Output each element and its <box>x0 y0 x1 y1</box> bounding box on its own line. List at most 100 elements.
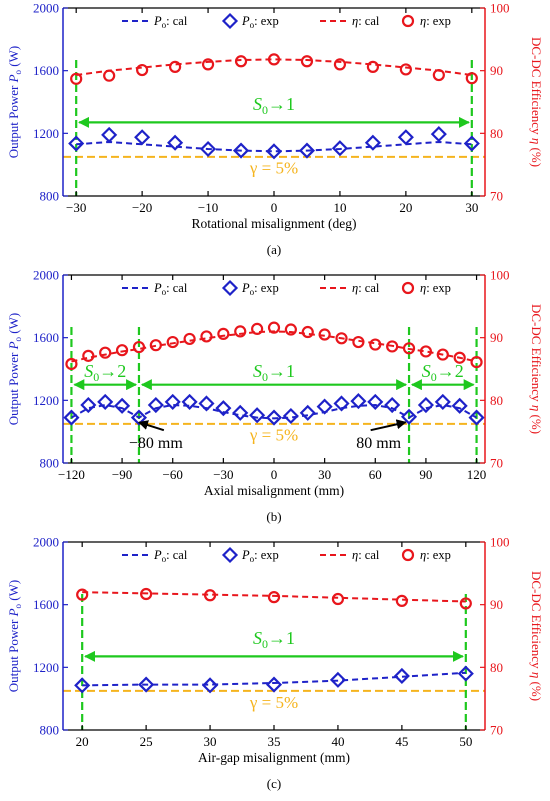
x-tick-label: 50 <box>459 734 472 749</box>
legend-label-p-cal: Po: cal <box>153 548 188 564</box>
y-left-tick-label: 800 <box>40 189 60 204</box>
x-tick-label: −120 <box>58 467 85 482</box>
x-tick-label: 25 <box>140 734 153 749</box>
y-left-tick-label: 1600 <box>33 63 59 78</box>
series-line-efficiency-cal <box>76 58 472 77</box>
y-left-label: Output Power Po (W) <box>6 46 23 158</box>
efficiency-exp-point <box>200 330 213 343</box>
efficiency-exp-point <box>183 332 196 346</box>
x-tick-label: 35 <box>268 734 281 749</box>
x-tick-label: 45 <box>395 734 408 749</box>
power-exp-point <box>417 396 434 414</box>
series-line-power-cal <box>82 671 466 687</box>
efficiency-exp-point <box>103 69 116 82</box>
x-tick-label: 30 <box>318 467 331 482</box>
efficiency-exp-point <box>201 58 215 71</box>
efficiency-exp-point <box>366 60 380 74</box>
power-exp-point <box>74 677 91 694</box>
annotation-label: −80 mm <box>129 435 183 452</box>
power-exp-point <box>232 404 249 421</box>
x-tick-label: 90 <box>419 467 432 482</box>
threshold-label: γ = 5% <box>249 158 298 177</box>
plot-area: γ = 5% S0→1 <box>63 53 485 196</box>
y-left-tick-label: 800 <box>40 723 60 738</box>
annotation-label: 80 mm <box>356 435 401 452</box>
efficiency-exp-point <box>395 594 408 608</box>
legend-label-p-cal: Po: cal <box>153 281 188 297</box>
efficiency-exp-point <box>465 72 478 85</box>
series-line-efficiency-cal <box>82 591 466 603</box>
efficiency-exp-point <box>301 325 314 339</box>
y-right-tick-label: 90 <box>490 63 503 78</box>
efficiency-exp-point <box>318 328 331 341</box>
efficiency-exp-point <box>267 591 281 604</box>
legend-label-e-cal: η: cal <box>352 548 380 562</box>
x-axis-label: Axial misalignment (mm) <box>204 483 344 498</box>
y-left-tick-label: 1200 <box>33 393 59 408</box>
x-tick-label: −20 <box>132 200 152 215</box>
power-exp-point <box>134 129 151 146</box>
power-exp-point <box>200 140 217 158</box>
power-exp-point <box>400 408 418 425</box>
y-left-label: Output Power Po (W) <box>6 313 23 425</box>
efficiency-exp-point <box>136 63 149 77</box>
x-axis-label: Rotational misalignment (deg) <box>192 216 357 231</box>
x-tick-label: 30 <box>465 200 478 215</box>
power-exp-point <box>101 126 118 143</box>
y-right-label: DC-DC Efficiency η (%) <box>529 571 544 701</box>
power-exp-point <box>457 665 474 682</box>
efficiency-exp-point <box>76 588 89 601</box>
chart-axial-misalignment: γ = 5% S0→2 S0→1 S0→2 −80 mm 80 mm −120 −90 −60 −… <box>6 268 544 525</box>
legend-label-e-exp: η: exp <box>420 14 451 28</box>
efficiency-exp-point <box>132 340 146 354</box>
x-tick-label: 0 <box>271 200 278 215</box>
efficiency-exp-point <box>386 340 399 353</box>
legend-diamond-sample <box>221 279 239 297</box>
legend: Po: cal Po: exp η: cal η: exp <box>122 12 451 30</box>
efficiency-exp-point <box>459 597 472 610</box>
threshold-label: γ = 5% <box>249 693 298 712</box>
chart-rotational-misalignment: γ = 5% S0→1 −30 −20 −10 0 10 20 30 800 1200 1600 200… <box>6 1 544 258</box>
efficiency-exp-point <box>82 349 95 362</box>
power-exp-point <box>265 143 283 160</box>
efficiency-exp-point <box>300 55 314 68</box>
legend-label-e-exp: η: exp <box>420 281 451 295</box>
efficiency-exp-point <box>166 335 179 349</box>
power-exp-point <box>463 135 480 152</box>
legend-diamond-sample <box>221 12 239 30</box>
efficiency-exp-point <box>419 345 433 358</box>
y-right-tick-label: 70 <box>490 723 503 738</box>
efficiency-exp-point <box>251 322 264 335</box>
power-exp-point <box>97 393 114 410</box>
efficiency-exp-point <box>149 339 162 352</box>
chart-caption: (c) <box>267 776 281 791</box>
power-exp-point <box>451 397 468 414</box>
y-right-tick-label: 80 <box>490 126 503 141</box>
power-exp-point <box>68 135 85 152</box>
y-right-tick-label: 100 <box>490 535 510 550</box>
y-left-label: Output Power Po (W) <box>6 580 23 692</box>
efficiency-exp-point <box>65 357 78 371</box>
efficiency-exp-point <box>140 587 153 601</box>
legend-circle-sample <box>401 548 415 562</box>
x-tick-label: 60 <box>369 467 382 482</box>
chart-caption: (b) <box>266 509 281 524</box>
efficiency-exp-point <box>331 592 345 606</box>
y-left-tick-label: 1200 <box>33 660 59 675</box>
power-exp-point <box>367 393 384 410</box>
y-right-label: DC-DC Efficiency η (%) <box>529 37 544 167</box>
power-exp-point <box>333 395 350 412</box>
efficiency-exp-point <box>217 327 230 341</box>
legend-label-p-exp: Po: exp <box>241 281 279 297</box>
efficiency-exp-point <box>470 356 483 369</box>
region-label: S0→1 <box>253 361 295 384</box>
power-exp-point <box>434 393 451 410</box>
power-exp-point <box>393 667 410 685</box>
efficiency-exp-point <box>168 60 182 74</box>
y-right-tick-label: 100 <box>490 1 510 16</box>
power-exp-point <box>249 407 266 424</box>
efficiency-exp-point <box>402 342 416 355</box>
x-tick-label: 20 <box>399 200 412 215</box>
legend-label-e-cal: η: cal <box>352 281 380 295</box>
efficiency-exp-point <box>453 351 466 364</box>
